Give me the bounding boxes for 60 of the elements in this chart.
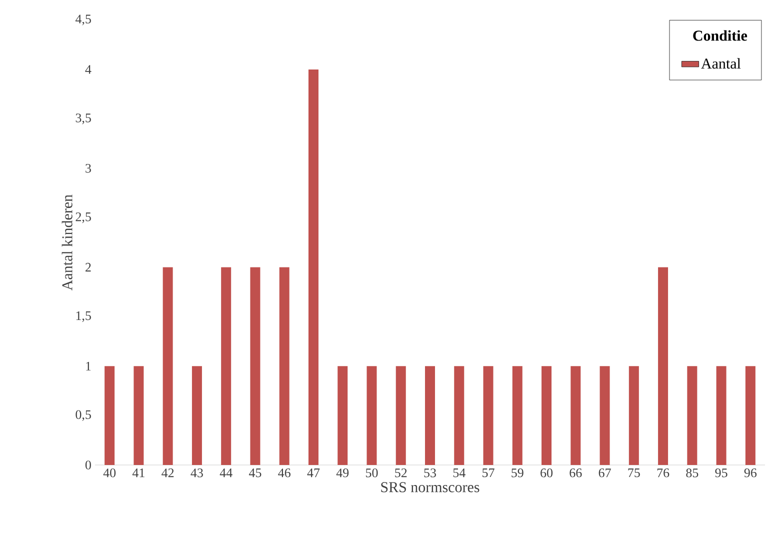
x-tick-label: 52	[395, 468, 407, 478]
x-tick-label: 45	[248, 468, 262, 478]
legend-label: Aantal	[701, 58, 741, 69]
bar	[134, 366, 144, 465]
y-tick-label: 3	[86, 164, 91, 173]
bar	[396, 366, 406, 465]
bar	[338, 366, 348, 465]
bar	[483, 366, 494, 465]
bar	[570, 366, 581, 465]
y-tick-label: 2,5	[76, 212, 91, 224]
bar	[454, 366, 464, 465]
bar	[716, 366, 726, 465]
x-tick-label: 59	[512, 468, 524, 478]
y-tick-label: 0	[85, 460, 91, 470]
x-tick-label: 47	[307, 468, 320, 478]
bar	[162, 267, 173, 465]
x-tick-label: 42	[162, 468, 174, 478]
y-tick-label: 1,5	[76, 311, 91, 322]
y-tick-label: 2	[86, 262, 91, 272]
x-tick-label: 57	[482, 468, 494, 478]
x-tick-label: 53	[424, 468, 436, 478]
y-tick-label: 4,5	[75, 14, 91, 26]
bar	[512, 366, 522, 465]
x-axis-title: SRS normscores	[381, 482, 480, 492]
x-tick-label: 41	[132, 468, 144, 478]
y-tick-label: 1	[86, 362, 91, 370]
x-tick-label: 95	[715, 468, 728, 478]
bar	[687, 366, 698, 465]
bar	[425, 366, 435, 465]
bar	[221, 267, 232, 465]
x-tick-label: 85	[686, 468, 698, 478]
bar	[104, 366, 115, 465]
x-tick-label: 43	[190, 468, 203, 478]
bar	[279, 267, 290, 465]
bar	[600, 366, 610, 465]
x-tick-label: 54	[453, 468, 466, 478]
x-tick-label: 76	[657, 468, 670, 478]
x-tick-label: 49	[336, 468, 349, 478]
bar	[658, 267, 668, 465]
y-tick-label: 3,5	[76, 114, 91, 124]
bar	[745, 366, 756, 465]
bar	[308, 69, 318, 465]
x-tick-label: 50	[366, 468, 378, 478]
bar	[628, 366, 639, 465]
x-tick-label: 44	[220, 468, 232, 478]
x-tick-label: 66	[570, 468, 582, 478]
bar	[250, 267, 260, 465]
legend-title: Conditie	[693, 30, 748, 41]
x-tick-label: 60	[540, 468, 553, 478]
x-tick-label: 75	[628, 468, 640, 478]
x-tick-label: 67	[598, 468, 611, 478]
bar	[542, 366, 552, 465]
x-tick-label: 40	[103, 468, 116, 478]
x-tick-label: 96	[744, 468, 757, 478]
x-tick-label: 46	[278, 468, 290, 478]
y-axis-title: Aantal kinderen	[62, 194, 72, 290]
bar	[366, 366, 377, 465]
y-tick-label: 0,5	[76, 410, 91, 421]
y-tick-label: 4	[85, 65, 92, 74]
bar	[192, 366, 202, 465]
